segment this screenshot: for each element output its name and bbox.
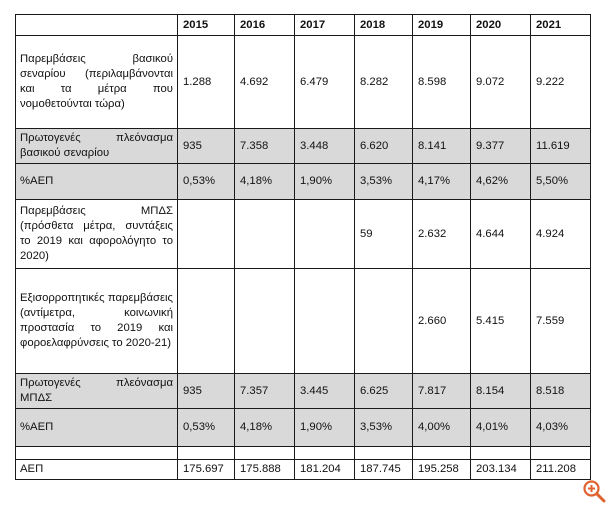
header-year-cell: 2017: [294, 14, 355, 36]
fiscal-table: 2015 2016 2017 2018 2019 2020 2021 Παρεμ…: [15, 14, 591, 480]
table-row: ΑΕΠ 175.697 175.888 181.204 187.745 195.…: [15, 459, 591, 480]
table-cell: 0,53%: [177, 163, 235, 200]
table-cell: 935: [177, 373, 235, 409]
table-cell: 1,90%: [294, 163, 355, 200]
table-cell: 187.745: [354, 459, 413, 480]
table-cell: 5.415: [470, 268, 531, 374]
row-label: Παρεμβάσεις ΜΠΔΣ (πρόσθετα μέτρα, συντάξ…: [15, 199, 178, 269]
table-cell: 8.141: [412, 128, 471, 164]
table-cell: [234, 268, 295, 374]
table-cell: 3.445: [294, 373, 355, 409]
table-cell: 203.134: [470, 459, 531, 480]
row-label: %ΑΕΠ: [15, 163, 178, 200]
table-row: %ΑΕΠ 0,53% 4,18% 1,90% 3,53% 4,00% 4,01%…: [15, 408, 591, 447]
row-label: ΑΕΠ: [15, 459, 178, 480]
table-cell: 7.817: [412, 373, 471, 409]
table-cell: 8.598: [412, 35, 471, 129]
table-row: Πρωτογενές πλεόνασμα βασικού σεναρίου 93…: [15, 128, 591, 164]
table-cell: 2.660: [412, 268, 471, 374]
table-cell: 3,53%: [354, 408, 413, 447]
table-cell: [234, 199, 295, 269]
table-cell: 181.204: [294, 459, 355, 480]
table-cell: 4,00%: [412, 408, 471, 447]
table-cell: 7.357: [234, 373, 295, 409]
table-row: Παρεμβάσεις ΜΠΔΣ (πρόσθετα μέτρα, συντάξ…: [15, 199, 591, 269]
table-cell: 8.282: [354, 35, 413, 129]
row-label: Πρωτογενές πλεόνασμα βασικού σεναρίου: [15, 128, 178, 164]
table-cell: 9.222: [530, 35, 591, 129]
header-row: 2015 2016 2017 2018 2019 2020 2021: [15, 14, 591, 36]
table-cell: 195.258: [412, 459, 471, 480]
table-cell: 211.208: [530, 459, 591, 480]
header-year-cell: 2018: [354, 14, 413, 36]
row-label: %ΑΕΠ: [15, 408, 178, 447]
table-cell: 7.559: [530, 268, 591, 374]
table-cell: 3.448: [294, 128, 355, 164]
table-cell: 7.358: [234, 128, 295, 164]
table-cell: 4,17%: [412, 163, 471, 200]
table-cell: 4.692: [234, 35, 295, 129]
zoom-plus-icon[interactable]: [581, 478, 607, 504]
table-cell: 175.697: [177, 459, 235, 480]
table-cell: 4,62%: [470, 163, 531, 200]
table-cell: [354, 268, 413, 374]
table-cell: 0,53%: [177, 408, 235, 447]
table-cell: 1.288: [177, 35, 235, 129]
table-cell: 5,50%: [530, 163, 591, 200]
row-label: Εξισορροπητικές παρεμβάσεις (αντίμετρα, …: [15, 268, 178, 374]
header-corner-cell: [15, 14, 178, 36]
table-cell: 8.518: [530, 373, 591, 409]
header-year-cell: 2019: [412, 14, 471, 36]
table-cell: 6.620: [354, 128, 413, 164]
header-year-cell: 2020: [470, 14, 531, 36]
table-cell: 3,53%: [354, 163, 413, 200]
row-label: Πρωτογενές πλεόνασμα ΜΠΔΣ: [15, 373, 178, 409]
table-cell: 9.377: [470, 128, 531, 164]
table-cell: 4,01%: [470, 408, 531, 447]
table-cell: 6.479: [294, 35, 355, 129]
table-row: Πρωτογενές πλεόνασμα ΜΠΔΣ 935 7.357 3.44…: [15, 373, 591, 409]
table-cell: [294, 268, 355, 374]
table-cell: 6.625: [354, 373, 413, 409]
table-cell: 4,18%: [234, 163, 295, 200]
table-cell: 4,18%: [234, 408, 295, 447]
header-year-cell: 2016: [234, 14, 295, 36]
table-cell: 2.632: [412, 199, 471, 269]
table-cell: 1,90%: [294, 408, 355, 447]
table-cell: 4.924: [530, 199, 591, 269]
table-cell: 8.154: [470, 373, 531, 409]
table-cell: 59: [354, 199, 413, 269]
spacer-row: [15, 446, 591, 460]
table-row: Παρεμβάσεις βασικού σεναρίου (περιλαμβάν…: [15, 35, 591, 129]
table-cell: 4.644: [470, 199, 531, 269]
table-cell: 935: [177, 128, 235, 164]
table-row: Εξισορροπητικές παρεμβάσεις (αντίμετρα, …: [15, 268, 591, 374]
table-cell: [177, 199, 235, 269]
header-year-cell: 2015: [177, 14, 235, 36]
table-row: %ΑΕΠ 0,53% 4,18% 1,90% 3,53% 4,17% 4,62%…: [15, 163, 591, 200]
table-cell: 11.619: [530, 128, 591, 164]
table-cell: [177, 268, 235, 374]
row-label: Παρεμβάσεις βασικού σεναρίου (περιλαμβάν…: [15, 35, 178, 129]
table-cell: 4,03%: [530, 408, 591, 447]
header-year-cell: 2021: [530, 14, 591, 36]
table-cell: 175.888: [234, 459, 295, 480]
table-cell: 9.072: [470, 35, 531, 129]
table-cell: [294, 199, 355, 269]
